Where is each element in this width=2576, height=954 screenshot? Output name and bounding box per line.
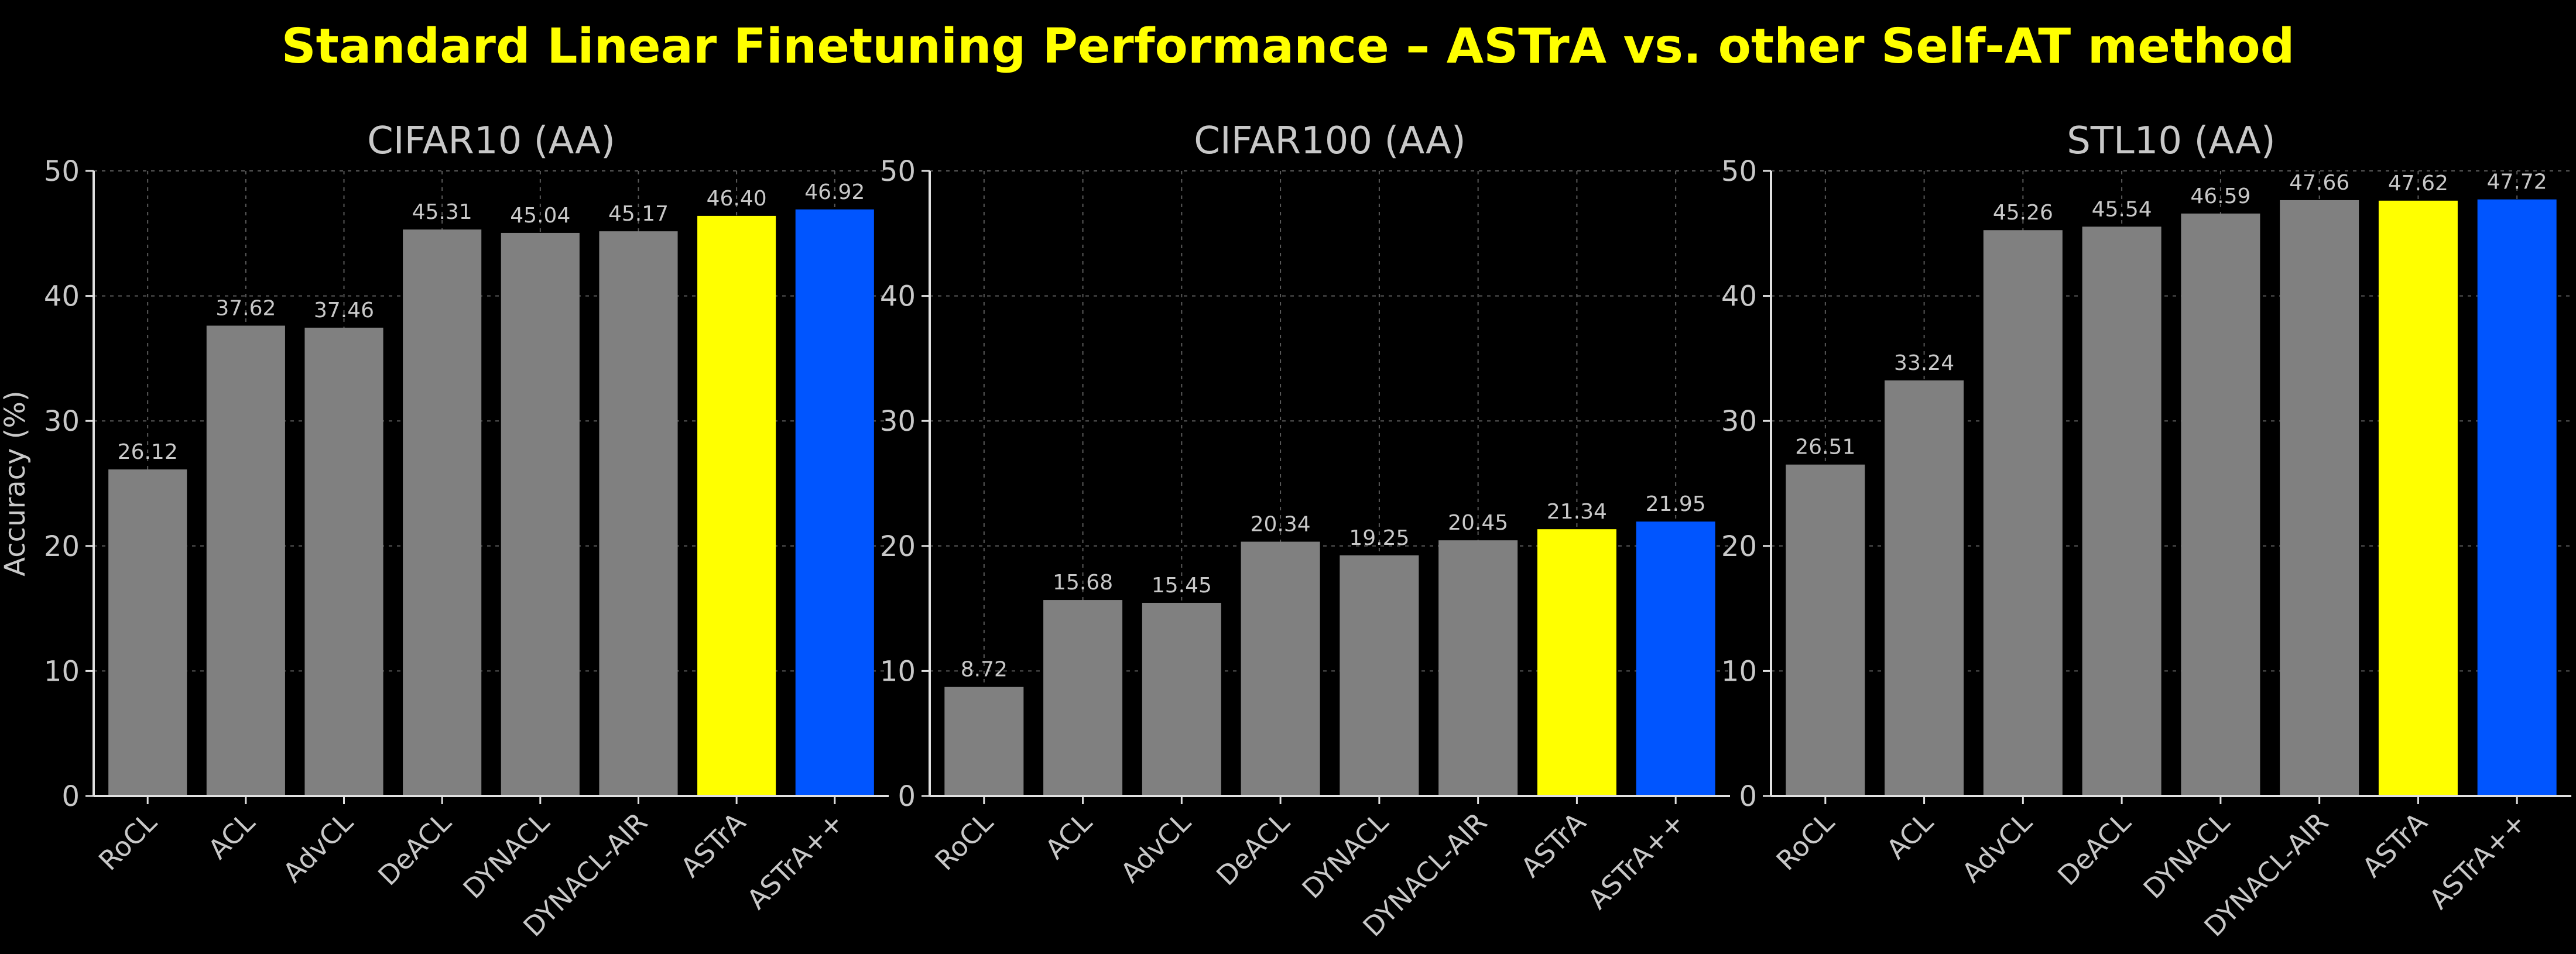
x-tick-label: ACL (1880, 806, 1940, 865)
bar (2477, 199, 2557, 796)
bar-value-label: 26.51 (1795, 435, 1855, 459)
bar-value-label: 37.62 (215, 296, 276, 320)
bar (1983, 230, 2063, 796)
bar-value-label: 37.46 (314, 298, 374, 322)
bar-value-label: 45.31 (412, 200, 472, 224)
y-tick-label: 50 (880, 155, 916, 188)
bar-value-label: 26.12 (118, 440, 178, 464)
bar (1142, 602, 1221, 796)
bar (1885, 380, 1964, 796)
bar-value-label: 20.45 (1448, 511, 1508, 535)
bar (1241, 541, 1320, 796)
bar-value-label: 19.25 (1349, 526, 1409, 550)
x-tick-label: ASTrA++ (2423, 807, 2532, 915)
bar-value-label: 45.54 (2092, 197, 2152, 221)
bar (2378, 200, 2458, 796)
y-tick-label: 20 (1721, 530, 1757, 563)
bar (2181, 213, 2260, 796)
x-tick-label: ASTrA++ (1582, 807, 1691, 915)
x-tick-label: DeACL (1210, 806, 1296, 891)
bar-value-label: 47.66 (2289, 171, 2349, 195)
bar (206, 325, 285, 796)
bar (1340, 555, 1419, 796)
bar (795, 209, 874, 796)
bar (2082, 227, 2161, 796)
x-tick-label: AdvCL (1115, 806, 1197, 888)
bar (304, 327, 383, 796)
x-tick-label: ASTrA (1515, 806, 1592, 883)
bar-value-label: 46.92 (804, 180, 865, 204)
main-title: Standard Linear Finetuning Performance –… (281, 19, 2295, 74)
x-tick-label: AdvCL (1956, 806, 2039, 888)
x-tick-label: AdvCL (277, 806, 359, 888)
bar-value-label: 47.72 (2487, 170, 2547, 194)
subplot-title: CIFAR10 (AA) (367, 119, 615, 163)
bar-value-label: 15.68 (1053, 571, 1113, 595)
x-tick-label: RoCL (1770, 806, 1841, 876)
y-tick-label: 20 (880, 530, 916, 563)
y-tick-label: 30 (44, 405, 80, 438)
subplot-title: CIFAR100 (AA) (1194, 119, 1466, 163)
x-tick-label: ASTrA (2356, 806, 2433, 883)
bar-value-label: 15.45 (1152, 574, 1212, 598)
y-tick-label: 10 (44, 655, 80, 688)
bar-value-label: 45.26 (1993, 201, 2053, 225)
bar-value-label: 21.34 (1547, 500, 1607, 524)
subplot-title: STL10 (AA) (2067, 119, 2275, 163)
bar-value-label: 46.40 (707, 187, 767, 211)
y-tick-label: 0 (61, 780, 80, 813)
bar-value-label: 8.72 (961, 658, 1008, 682)
y-tick-label: 0 (1739, 780, 1757, 813)
y-axis-label: Accuracy (%) (0, 390, 32, 576)
bar (2280, 200, 2359, 796)
y-tick-label: 20 (44, 530, 80, 563)
x-tick-label: RoCL (929, 806, 999, 876)
x-tick-label: RoCL (93, 806, 163, 876)
bar (944, 687, 1024, 796)
y-tick-label: 10 (1721, 655, 1757, 688)
x-tick-label: DeACL (372, 806, 457, 891)
y-tick-label: 50 (1721, 155, 1757, 188)
y-tick-label: 0 (898, 780, 916, 813)
bar-value-label: 47.62 (2388, 171, 2448, 195)
bar (403, 229, 482, 796)
bar (108, 469, 187, 796)
bar-value-label: 45.04 (510, 204, 570, 228)
y-tick-label: 40 (880, 280, 916, 313)
x-tick-label: DYNACL (2137, 806, 2235, 904)
y-tick-label: 50 (44, 155, 80, 188)
bar (1438, 540, 1518, 796)
x-tick-label: ASTrA (674, 806, 752, 883)
x-tick-label: DYNACL (457, 806, 555, 904)
y-tick-label: 40 (1721, 280, 1757, 313)
bar-value-label: 33.24 (1894, 351, 1954, 375)
bar (1043, 600, 1123, 796)
bar (599, 231, 678, 796)
bar-value-label: 46.59 (2190, 184, 2250, 208)
bar (697, 215, 776, 796)
y-tick-label: 40 (44, 280, 80, 313)
bar-value-label: 45.17 (608, 202, 669, 226)
x-tick-label: ACL (202, 806, 261, 865)
x-tick-label: ACL (1039, 806, 1098, 865)
bar-value-label: 21.95 (1646, 492, 1706, 516)
bar (1636, 521, 1715, 796)
bar (501, 232, 580, 797)
x-tick-label: DeACL (2051, 806, 2137, 891)
bar (1537, 529, 1616, 796)
bar (1786, 464, 1865, 796)
y-tick-label: 10 (880, 655, 916, 688)
y-tick-label: 30 (880, 405, 916, 438)
y-tick-label: 30 (1721, 405, 1757, 438)
x-tick-label: DYNACL (1296, 806, 1394, 904)
bar-value-label: 20.34 (1251, 513, 1311, 537)
x-tick-label: ASTrA++ (741, 807, 849, 915)
